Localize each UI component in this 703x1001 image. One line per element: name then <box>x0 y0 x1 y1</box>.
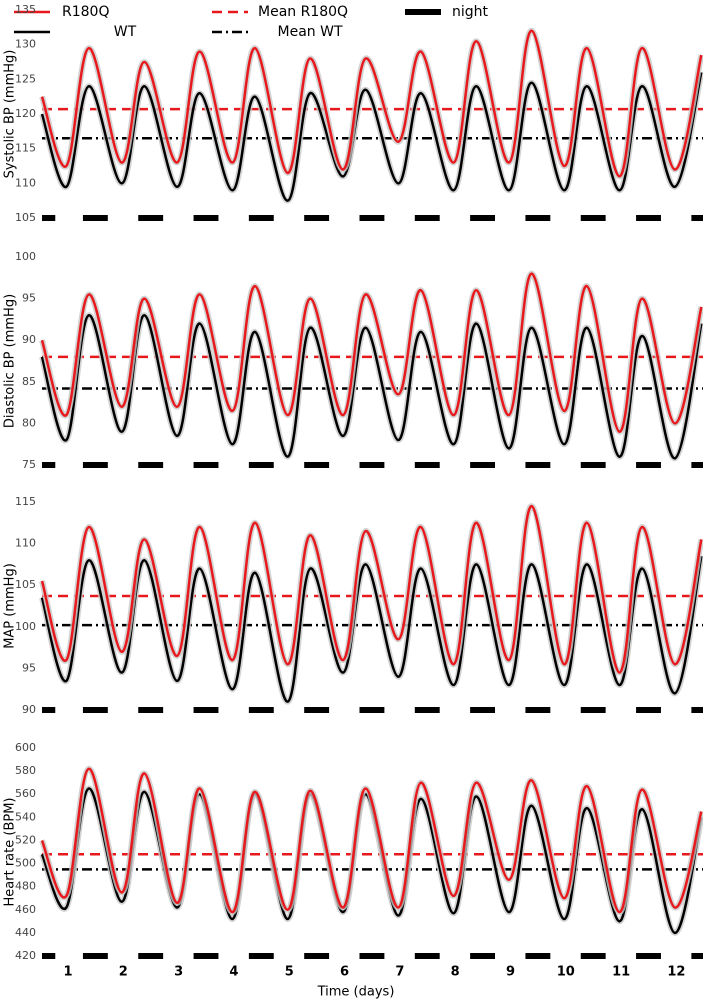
y-axis-label: Diastolic BP (mmHg) <box>3 294 18 428</box>
y-tick-label: 125 <box>15 72 36 85</box>
y-tick-label: 90 <box>22 333 36 346</box>
y-tick-label: 95 <box>22 292 36 305</box>
y-tick-label: 85 <box>22 375 36 388</box>
legend-label: night <box>452 4 489 20</box>
y-axis-label: Systolic BP (mmHg) <box>3 50 18 179</box>
y-tick-label: 500 <box>15 857 36 870</box>
series-line <box>40 767 703 914</box>
x-tick-label: 3 <box>174 965 183 980</box>
series-line <box>40 313 703 460</box>
y-tick-label: 480 <box>15 880 36 893</box>
y-tick-label: 440 <box>15 926 36 939</box>
series-line <box>40 787 703 935</box>
legend-label: Mean R180Q <box>258 4 348 20</box>
series-line <box>40 272 703 433</box>
x-tick-label: 9 <box>506 965 515 980</box>
y-tick-label: 600 <box>15 741 36 754</box>
x-tick-label: 11 <box>612 965 630 980</box>
x-tick-label: 8 <box>451 965 460 980</box>
y-tick-label: 110 <box>15 537 36 550</box>
y-tick-label: 420 <box>15 949 36 962</box>
x-tick-label: 5 <box>285 965 294 980</box>
y-tick-label: 115 <box>15 495 36 508</box>
y-tick-label: 540 <box>15 810 36 823</box>
x-tick-label: 7 <box>395 965 404 980</box>
y-tick-label: 105 <box>15 211 36 224</box>
series-line <box>40 29 703 178</box>
y-tick-label: 135 <box>15 3 36 16</box>
series-line <box>40 72 703 202</box>
x-tick-label: 12 <box>667 965 685 980</box>
y-tick-label: 580 <box>15 764 36 777</box>
y-tick-label: 100 <box>15 620 36 633</box>
y-axis-label: Heart rate (BPM) <box>3 798 18 907</box>
y-tick-label: 115 <box>15 142 36 155</box>
legend-label: WT <box>114 24 137 40</box>
y-tick-label: 105 <box>15 578 36 591</box>
y-tick-label: 100 <box>15 250 36 263</box>
x-tick-label: 10 <box>557 965 575 980</box>
x-tick-label: 1 <box>63 965 72 980</box>
y-tick-label: 130 <box>15 38 36 51</box>
legend-label: R180Q <box>62 4 109 20</box>
x-axis-label: Time (days) <box>317 985 395 1000</box>
x-tick-label: 2 <box>119 965 128 980</box>
y-tick-label: 560 <box>15 787 36 800</box>
y-tick-label: 75 <box>22 458 36 471</box>
y-axis-label: MAP (mmHg) <box>3 563 18 649</box>
y-tick-label: 90 <box>22 703 36 716</box>
y-tick-label: 110 <box>15 176 36 189</box>
x-tick-label: 4 <box>229 965 238 980</box>
y-tick-label: 95 <box>22 661 36 674</box>
y-tick-label: 120 <box>15 107 36 120</box>
y-tick-label: 460 <box>15 903 36 916</box>
y-tick-label: 520 <box>15 833 36 846</box>
series-line <box>40 504 703 674</box>
series-line <box>40 555 703 703</box>
y-tick-label: 80 <box>22 416 36 429</box>
legend-label: Mean WT <box>278 24 343 40</box>
x-tick-label: 6 <box>340 965 349 980</box>
